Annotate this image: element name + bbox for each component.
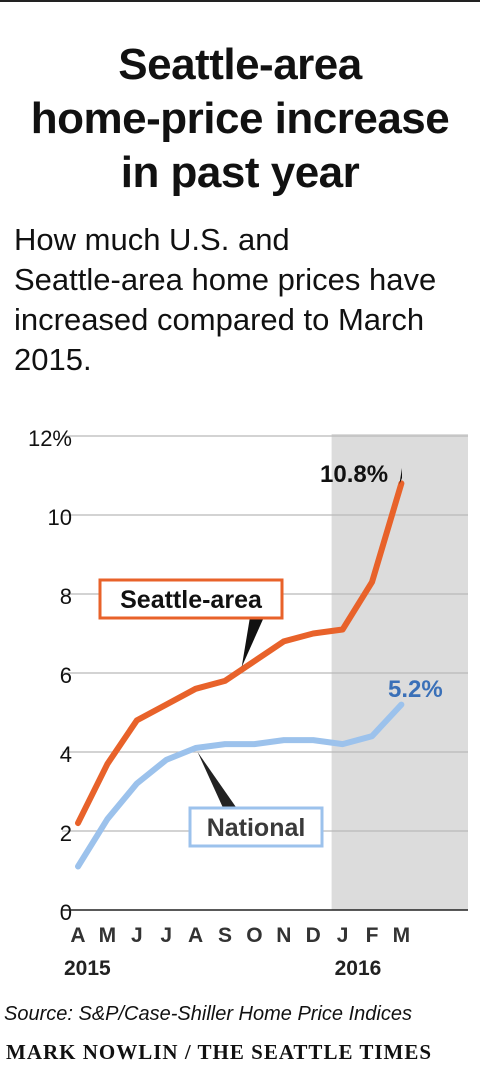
x-tick-label: M: [393, 924, 411, 947]
x-tick-label: M: [99, 924, 117, 947]
year-label: 2016: [335, 957, 382, 980]
x-tick-label: S: [218, 924, 232, 947]
x-tick-label: F: [366, 924, 379, 947]
data-point-national: [105, 817, 109, 821]
data-point-national: [311, 738, 315, 742]
series-line-seattle-area: [75, 480, 405, 827]
data-point-national: [194, 746, 198, 750]
x-tick-label: N: [276, 924, 291, 947]
data-point-national: [252, 742, 256, 746]
data-point-national: [76, 865, 80, 869]
x-tick-label: O: [246, 924, 262, 947]
title-line: Seattle-area: [118, 40, 362, 89]
series-label-national: National: [207, 814, 306, 842]
data-point-seattle-area: [223, 679, 227, 683]
data-point-national: [370, 734, 374, 738]
shaded-region-2016: [331, 434, 468, 910]
x-tick-label: A: [188, 924, 203, 947]
x-tick-label: J: [131, 924, 143, 947]
national-label-box: [188, 806, 324, 848]
data-point-seattle-area: [105, 762, 109, 766]
source-note: Source: S&P/Case-Shiller Home Price Indi…: [4, 1003, 412, 1025]
data-point-seattle-area: [311, 632, 315, 635]
chart-title: Seattle-area home-price increase in past…: [0, 38, 480, 200]
subtitle-line: How much U.S. and: [14, 222, 290, 257]
data-point-seattle-area: [194, 687, 198, 691]
subtitle-line: 2015.: [14, 342, 92, 377]
y-tick-label: 8: [60, 584, 72, 609]
data-point-national: [135, 782, 139, 786]
x-tick-label: D: [306, 924, 321, 947]
y-tick-label: 2: [60, 821, 72, 846]
subtitle-line: increased compared to March: [14, 302, 425, 337]
end-label-seattle: 10.8%: [320, 461, 388, 488]
end-label-national: 5.2%: [388, 676, 443, 703]
data-point-seattle-area: [282, 639, 286, 643]
y-tick-label: 10: [48, 505, 72, 530]
data-point-seattle-area: [370, 580, 374, 584]
data-point-national: [164, 758, 168, 762]
title-line: home-price increase: [30, 94, 450, 143]
data-point-seattle-area: [135, 718, 139, 722]
seattle-label-box: [98, 578, 284, 620]
end-label-pointer: [399, 468, 402, 485]
subtitle-line: Seattle-area home prices have: [14, 262, 437, 297]
y-tick-label: 0: [60, 900, 72, 925]
data-point-national: [223, 742, 227, 746]
data-point-seattle-area: [252, 659, 256, 663]
x-tick-label: J: [160, 924, 172, 947]
data-point-seattle-area: [399, 481, 403, 485]
series-line-national: [75, 701, 405, 870]
top-rule: [0, 0, 480, 2]
data-point-national: [282, 738, 286, 742]
x-tick-label: A: [70, 924, 85, 947]
national-label-pointer: [197, 752, 238, 810]
title-line: in past year: [120, 148, 360, 197]
y-tick-label: 12%: [28, 426, 72, 451]
data-point-national: [399, 703, 403, 707]
series-label-seattle: Seattle-area: [120, 586, 263, 614]
data-point-seattle-area: [164, 703, 168, 707]
year-label: 2015: [64, 957, 111, 980]
credit-line: MARK NOWLIN / THE SEATTLE TIMES: [6, 1040, 433, 1064]
y-tick-label: 6: [60, 663, 72, 688]
data-point-seattle-area: [341, 628, 345, 632]
data-point-seattle-area: [76, 821, 80, 825]
chart-subtitle: How much U.S. and Seattle-area home pric…: [14, 220, 470, 380]
data-point-national: [341, 742, 345, 746]
x-tick-label: J: [337, 924, 349, 947]
seattle-label-pointer: [241, 617, 264, 668]
y-tick-label: 4: [60, 742, 72, 767]
